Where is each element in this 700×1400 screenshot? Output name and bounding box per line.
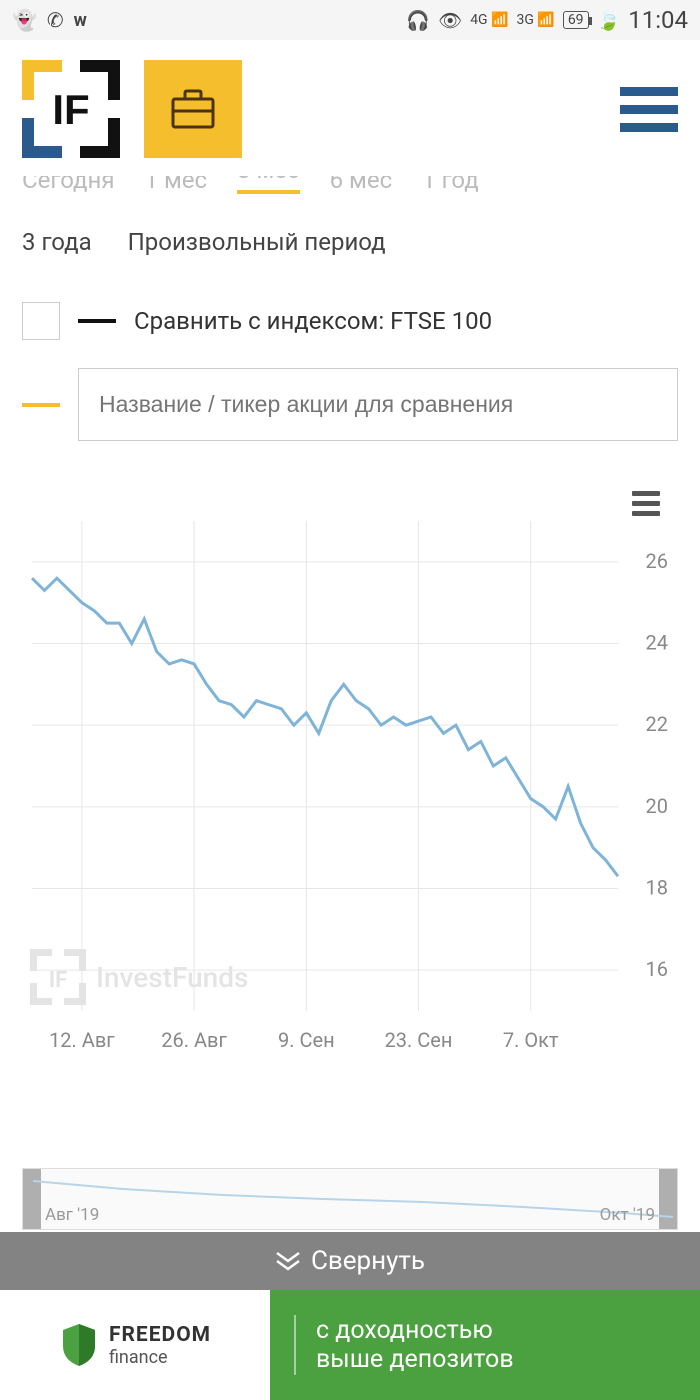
period-6m[interactable]: 6 мес xyxy=(330,176,393,194)
svg-text:20: 20 xyxy=(646,794,668,818)
leaf-icon: 🍃 xyxy=(597,9,621,32)
shield-icon xyxy=(59,1322,99,1368)
ad-text: с доходностью выше депозитов xyxy=(270,1290,700,1400)
compare-index-row: Сравнить с индексом: FTSE 100 xyxy=(0,302,700,340)
chart-container: 16 18 20 22 24 26 12. Авг 26. Авг 9. Сен 23. Сен 7… xyxy=(0,481,700,1065)
collapse-bar[interactable]: Свернуть xyxy=(0,1232,700,1290)
briefcase-icon xyxy=(171,89,215,129)
chart-watermark: IF InvestFunds xyxy=(30,949,248,1005)
svg-text:26: 26 xyxy=(646,549,668,573)
compare-checkbox[interactable] xyxy=(22,302,60,340)
svg-text:23. Сен: 23. Сен xyxy=(385,1028,453,1052)
period-1y[interactable]: 1 год xyxy=(422,176,479,194)
period-3m[interactable]: 3 мес xyxy=(237,176,300,194)
ghost-icon: 👻 xyxy=(12,8,37,32)
svg-text:16: 16 xyxy=(646,957,668,981)
signal-4g: 4G 📶 xyxy=(470,12,508,28)
svg-text:22: 22 xyxy=(646,712,668,736)
svg-text:9. Сен: 9. Сен xyxy=(278,1028,335,1052)
svg-text:24: 24 xyxy=(646,631,668,655)
menu-button[interactable] xyxy=(620,87,678,132)
compare-input-swatch xyxy=(22,403,60,407)
nav-label-end: Окт '19 xyxy=(600,1205,655,1225)
compare-swatch xyxy=(78,319,116,323)
ad-brand: FREEDOM finance xyxy=(0,1290,270,1400)
clock-time: 11:04 xyxy=(628,6,688,34)
svg-text:26. Авг: 26. Авг xyxy=(161,1028,227,1052)
period-custom[interactable]: Произвольный период xyxy=(128,228,386,256)
svg-text:IF: IF xyxy=(49,968,68,993)
app-header: IF xyxy=(0,40,700,176)
vk-icon: w xyxy=(74,10,87,31)
nav-label-start: Авг '19 xyxy=(45,1205,99,1225)
svg-text:12. Авг: 12. Авг xyxy=(49,1028,115,1052)
chart-navigator[interactable]: Авг '19 Окт '19 xyxy=(22,1168,678,1230)
svg-text:7. Окт: 7. Окт xyxy=(503,1028,559,1052)
period-row-2: 3 года Произвольный период xyxy=(0,228,700,256)
compare-input-row xyxy=(0,368,700,441)
compare-label: Сравнить с индексом: FTSE 100 xyxy=(134,307,492,335)
svg-text:IF: IF xyxy=(52,86,89,133)
ad-banner[interactable]: FREEDOM finance с доходностью выше депоз… xyxy=(0,1290,700,1400)
svg-text:18: 18 xyxy=(646,876,668,900)
chart-menu-button[interactable] xyxy=(632,491,660,516)
signal-3g: 3G 📶 xyxy=(517,12,555,28)
period-3y[interactable]: 3 года xyxy=(22,228,92,256)
status-bar: 👻 ✆ w 🎧 👁 4G 📶 3G 📶 69 🍃 11:04 xyxy=(0,0,700,40)
period-row-clipped: Сегодня 1 мес 3 мес 6 мес 1 год xyxy=(0,176,700,194)
portfolio-button[interactable] xyxy=(144,60,242,158)
battery-indicator: 69 xyxy=(563,11,589,29)
collapse-label: Свернуть xyxy=(311,1246,425,1276)
period-1m[interactable]: 1 мес xyxy=(145,176,208,194)
chevron-down-icon xyxy=(275,1251,301,1271)
headphones-icon: 🎧 xyxy=(406,9,430,32)
period-today[interactable]: Сегодня xyxy=(22,176,115,194)
compare-ticker-input[interactable] xyxy=(78,368,678,441)
eye-icon: 👁 xyxy=(438,9,462,32)
whatsapp-icon: ✆ xyxy=(47,8,64,32)
investfunds-logo[interactable]: IF xyxy=(22,60,120,158)
